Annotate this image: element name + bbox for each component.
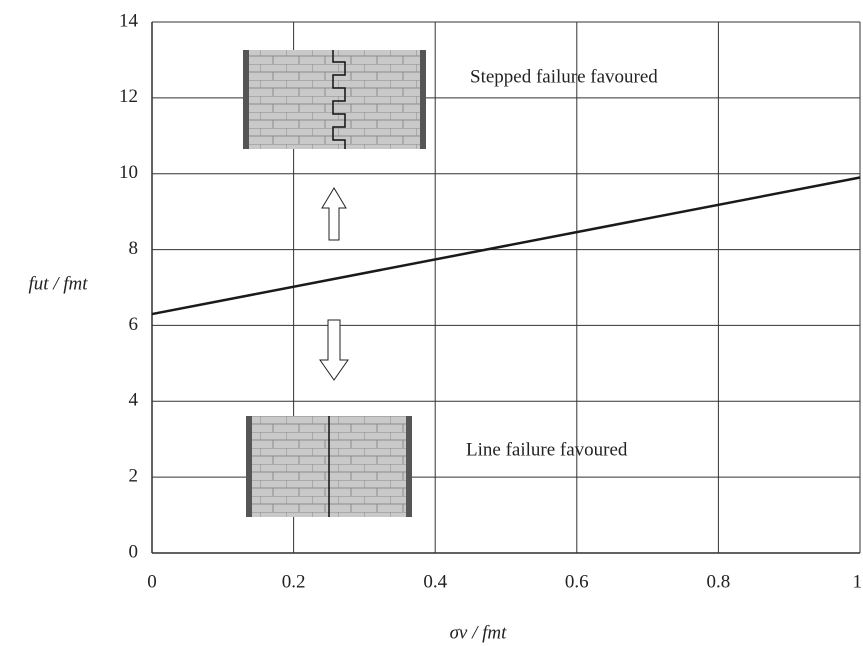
up-arrow xyxy=(321,187,347,241)
y-tick-label: 14 xyxy=(119,10,139,31)
x-tick-label: 1 xyxy=(853,571,863,592)
down-arrow xyxy=(319,319,349,381)
annotation: Line failure favoured xyxy=(466,439,628,460)
line-wall-icon xyxy=(246,416,412,517)
x-tick-label: 0 xyxy=(147,571,157,592)
y-tick-label: 12 xyxy=(119,86,138,107)
y-tick-label: 10 xyxy=(119,162,138,183)
data-line xyxy=(151,176,861,316)
y-tick-label: 0 xyxy=(129,541,139,562)
annotation: Stepped failure favoured xyxy=(470,66,658,87)
x-axis-label: σv / fmt xyxy=(450,622,508,643)
y-tick-label: 4 xyxy=(129,390,139,411)
y-tick-label: 2 xyxy=(129,466,139,487)
x-tick-label: 0.8 xyxy=(707,571,731,592)
x-tick-label: 0.6 xyxy=(565,571,589,592)
y-tick-label: 8 xyxy=(129,238,139,259)
y-axis-label: fut / fmt xyxy=(28,273,88,294)
stepped-wall-icon xyxy=(243,50,426,149)
y-tick-label: 6 xyxy=(129,314,139,335)
x-tick-label: 0.2 xyxy=(282,571,306,592)
x-tick-label: 0.4 xyxy=(423,571,447,592)
